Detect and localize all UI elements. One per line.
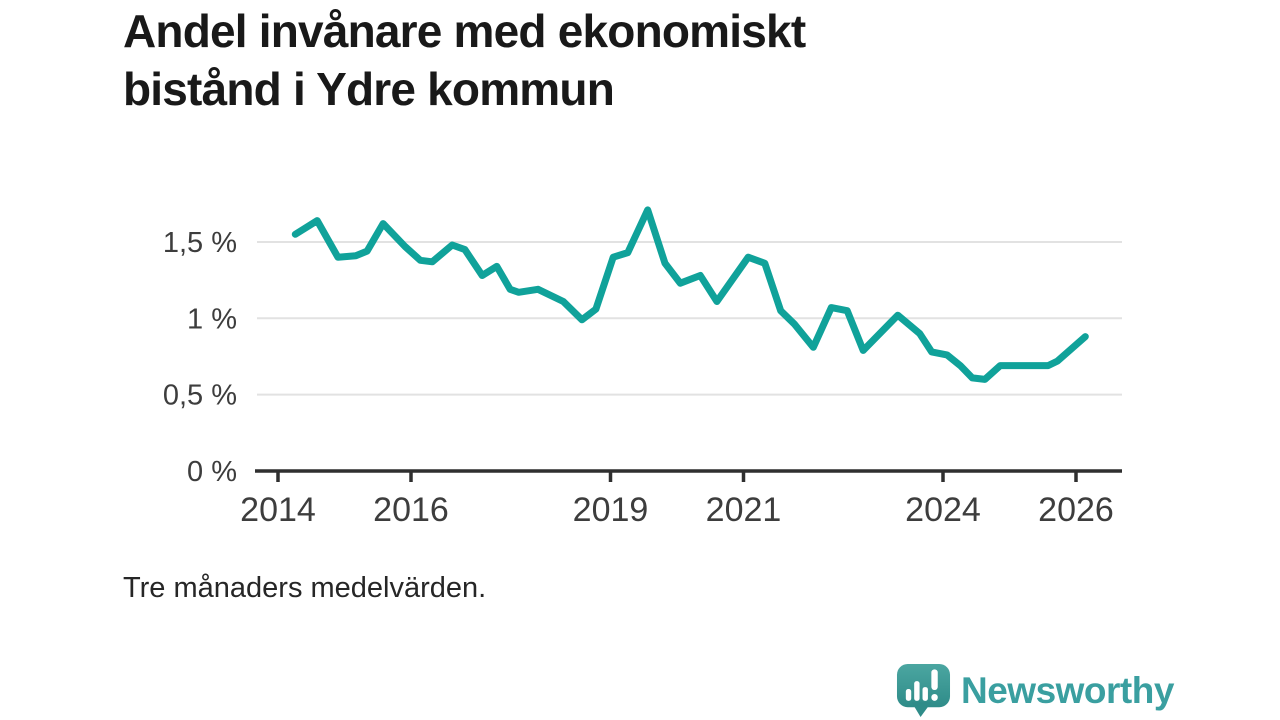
y-tick-label-0.5: 0,5 % [163,380,237,412]
exclamation-bar [931,669,938,691]
page-title-line1: Andel invånare med ekonomiskt [123,5,806,57]
speech-bubble-shape [896,663,951,708]
page-title: Andel invånare med ekonomiskt bistånd i … [123,2,806,118]
newsworthy-logo: Newsworthy [896,663,1174,718]
bar-chart-bar-2 [914,681,920,701]
speech-bubble-tail [911,702,932,718]
newsworthy-logo-icon [896,663,951,718]
exclamation-dot [931,693,938,701]
bar-chart-bar-1 [905,689,912,701]
y-tick-label-1.5: 1,5 % [163,227,237,259]
bar-chart-bar-3 [922,687,928,701]
x-tick-label-2016: 2016 [373,491,449,529]
x-tick-label-2014: 2014 [240,491,316,529]
data-line-series [291,206,1089,383]
page-title-line2: bistånd i Ydre kommun [123,63,615,115]
y-tick-label-1: 1 % [187,303,237,335]
x-tick-label-2021: 2021 [706,491,782,529]
y-tick-label-0: 0 % [187,456,237,488]
x-tick-label-2024: 2024 [905,491,981,529]
newsworthy-logo-text: Newsworthy [961,670,1174,711]
x-tick-label-2026: 2026 [1038,491,1114,529]
chart-footnote: Tre månaders medelvärden. [123,572,487,604]
x-tick-label-2019: 2019 [573,491,649,529]
